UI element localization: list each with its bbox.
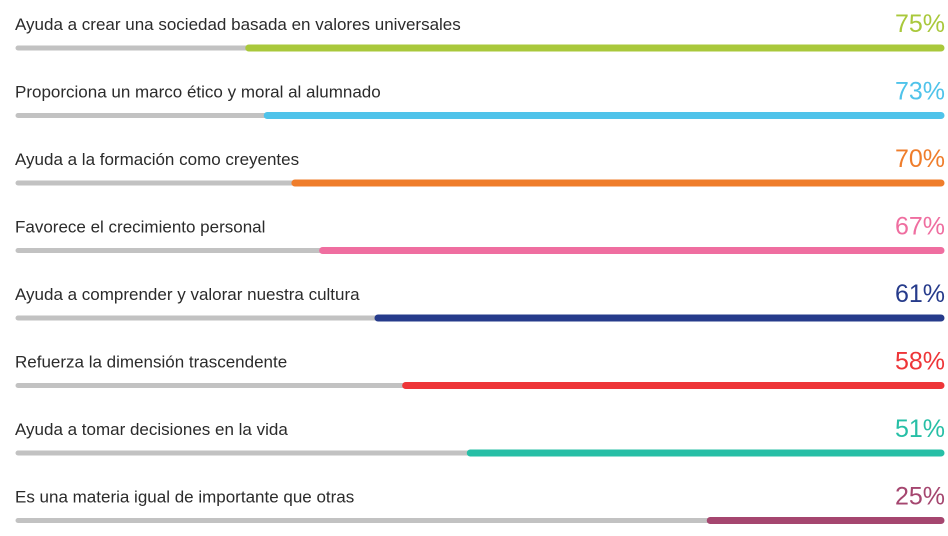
value-label: 70% (895, 145, 945, 173)
bar-label: Proporciona un marco ético y moral al al… (15, 83, 381, 102)
bar-label: Ayuda a comprender y valorar nuestra cul… (15, 285, 360, 304)
bar-label: Ayuda a crear una sociedad basada en val… (15, 15, 461, 34)
value-label: 51% (895, 415, 945, 443)
value-label: 73% (895, 78, 945, 106)
value-label: 75% (895, 10, 945, 38)
value-label: 58% (895, 348, 945, 376)
bar-label: Refuerza la dimensión trascendente (15, 353, 287, 372)
bar-label: Favorece el crecimiento personal (15, 218, 265, 237)
bar-label: Ayuda a la formación como creyentes (15, 150, 299, 169)
bar-label: Es una materia igual de importante que o… (15, 488, 354, 507)
bar-label: Ayuda a tomar decisiones en la vida (15, 420, 288, 439)
value-label: 25% (895, 483, 945, 511)
value-label: 67% (895, 213, 945, 241)
value-label: 61% (895, 280, 945, 308)
